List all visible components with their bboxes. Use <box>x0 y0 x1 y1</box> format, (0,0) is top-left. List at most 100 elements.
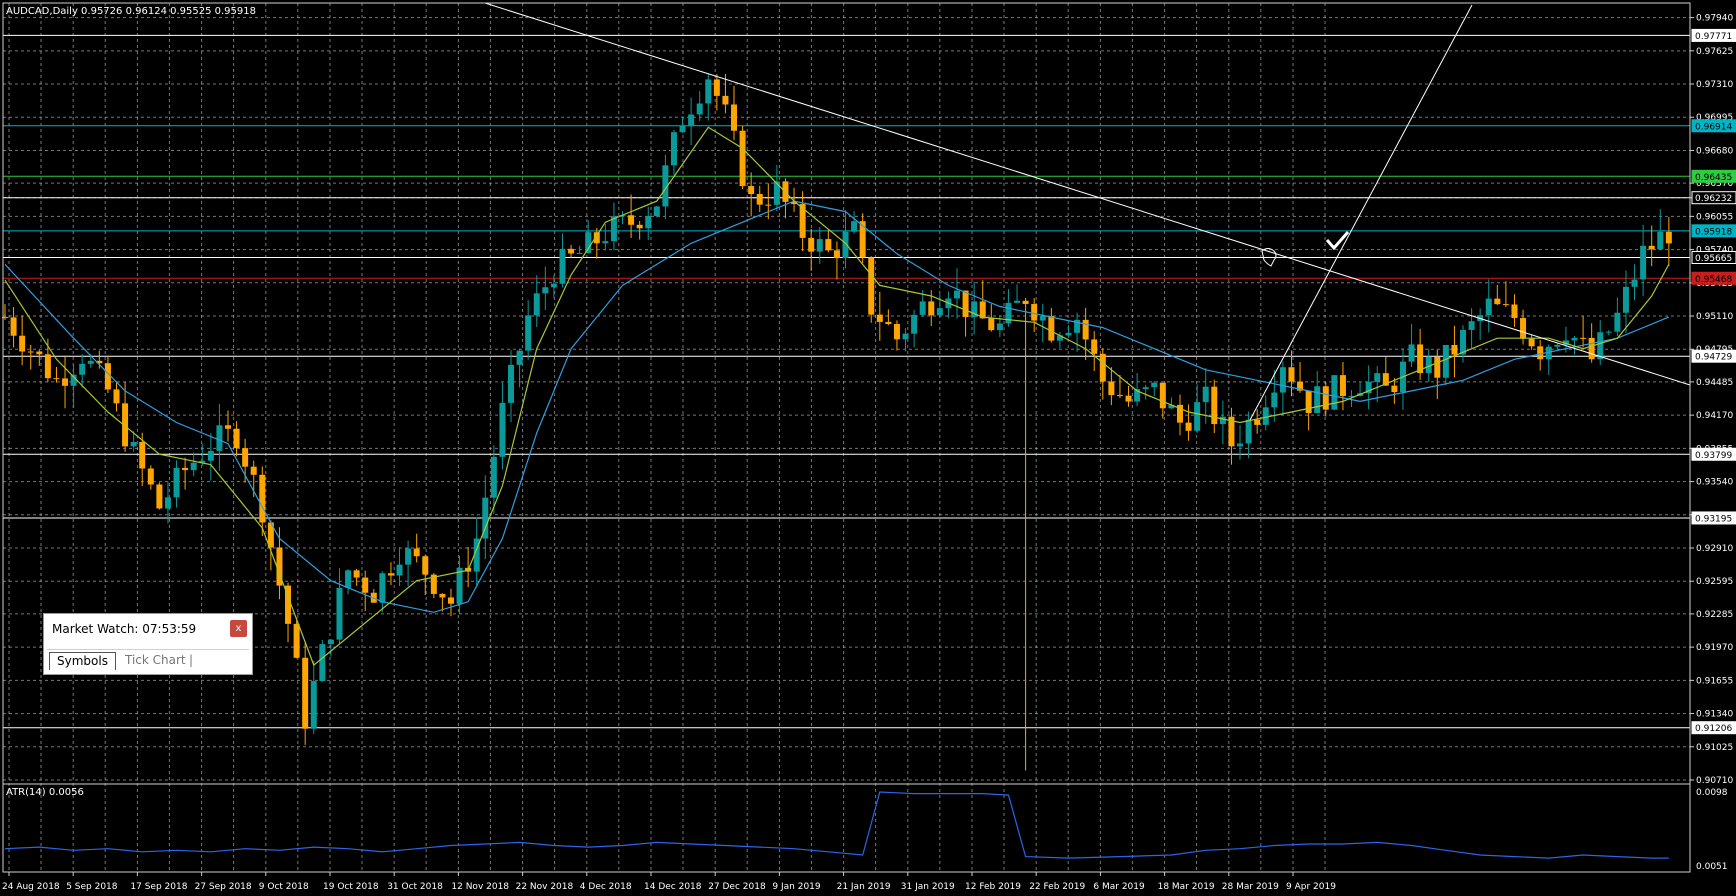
candle-bearish <box>353 570 360 578</box>
candle-bullish <box>1039 316 1046 321</box>
candle-bullish <box>1460 329 1467 355</box>
price-tick-label: 0.95110 <box>1696 312 1733 322</box>
candle-bearish <box>44 354 51 379</box>
candle-bearish <box>267 522 274 548</box>
candle-bullish <box>1142 387 1149 390</box>
level-label-box <box>1691 191 1736 205</box>
candle-bullish <box>1056 335 1063 341</box>
price-tick-label: 0.91655 <box>1696 676 1733 686</box>
candle-bearish <box>1528 338 1535 347</box>
candle-bearish <box>893 324 900 340</box>
horizontal-levels[interactable] <box>3 34 1690 729</box>
atr-line <box>4 791 1669 859</box>
market-watch-window[interactable]: Market Watch: 07:53:59 x Symbols Tick Ch… <box>43 613 253 675</box>
moving-averages <box>4 126 1670 667</box>
candle-bullish <box>1365 381 1372 394</box>
candle-bearish <box>1116 395 1123 397</box>
slow-moving-average-line <box>4 200 1670 613</box>
candle-bullish <box>1554 344 1561 347</box>
candle-bearish <box>113 389 120 404</box>
descending-trendline[interactable] <box>484 2 1691 386</box>
candle-bullish <box>1279 367 1286 393</box>
candle-bearish <box>1339 375 1346 397</box>
tab-symbols[interactable]: Symbols <box>49 652 116 670</box>
candle-bullish <box>70 374 77 386</box>
candle-bearish <box>731 104 738 131</box>
candle-bearish <box>1211 386 1218 425</box>
candle-bearish <box>1520 318 1527 339</box>
price-tick-label: 0.91970 <box>1696 643 1733 653</box>
candle-bullish <box>1622 286 1629 313</box>
candle-bullish <box>79 363 86 375</box>
candle-bearish <box>53 378 60 380</box>
candle-bearish <box>1648 245 1655 250</box>
atr-label: ATR(14) 0.0056 <box>6 787 84 798</box>
level-label-box <box>1691 721 1736 735</box>
candle-bearish <box>1185 422 1192 431</box>
candle-bearish <box>1322 386 1329 410</box>
candle-bearish <box>1048 316 1055 341</box>
date-tick-label: 5 Sep 2018 <box>66 882 118 892</box>
candle-bullish <box>482 497 489 539</box>
candle-bullish <box>1425 356 1432 374</box>
candle-bearish <box>139 442 146 469</box>
candle-bullish <box>585 232 592 253</box>
candle-bearish <box>979 301 986 319</box>
candle-bearish <box>859 221 866 258</box>
candle-bearish <box>1228 416 1235 447</box>
price-tick-label: 0.96995 <box>1696 113 1733 123</box>
candle-bullish <box>1640 245 1647 280</box>
atr-indicator-panel: 0.0098 0.0051 <box>3 783 1728 873</box>
candle-bullish <box>1194 402 1201 431</box>
fast-moving-average-line <box>4 126 1670 667</box>
candle-bearish <box>1502 304 1509 306</box>
candle-bearish <box>387 573 394 576</box>
candle-bullish <box>971 301 978 318</box>
date-tick-label: 22 Nov 2018 <box>516 882 574 892</box>
date-tick-label: 9 Oct 2018 <box>259 882 309 892</box>
ascending-trendline[interactable] <box>1249 4 1473 421</box>
candle-bearish <box>293 623 300 658</box>
candle-bullish <box>207 450 214 461</box>
close-icon[interactable]: x <box>230 620 247 637</box>
candle-bullish <box>327 639 334 645</box>
tab-tick-chart[interactable]: Tick Chart <box>125 653 186 667</box>
chart-symbol-info: AUDCAD,Daily 0.95726 0.96124 0.95525 0.9… <box>6 6 256 17</box>
candle-bearish <box>10 317 17 336</box>
candle-bullish <box>490 456 497 498</box>
candle-bearish <box>1382 373 1389 386</box>
candle-bullish <box>345 570 352 588</box>
market-watch-tabs: Symbols Tick Chart | <box>47 649 249 672</box>
candle-bearish <box>422 556 429 575</box>
candle-bearish <box>1537 346 1544 360</box>
candle-bullish <box>610 216 617 242</box>
candle-bullish <box>559 248 566 284</box>
candle-bearish <box>1031 304 1038 321</box>
trendlines[interactable] <box>484 2 1691 421</box>
level-label-text: 0.91206 <box>1695 724 1732 734</box>
level-label-text: 0.96435 <box>1695 173 1732 183</box>
price-tick-label: 0.96370 <box>1696 179 1733 189</box>
candle-bearish <box>833 250 840 259</box>
candle-bearish <box>1297 381 1304 391</box>
candle-bearish <box>224 425 231 429</box>
date-tick-label: 4 Dec 2018 <box>580 882 632 892</box>
candle-bearish <box>868 257 875 315</box>
level-label-box <box>1691 349 1736 363</box>
candle-bullish <box>679 125 686 133</box>
candle-bullish <box>902 333 909 340</box>
candle-bullish <box>919 301 926 315</box>
candle-bearish <box>36 351 43 355</box>
candle-bullish <box>1657 231 1664 250</box>
candlesticks <box>2 73 1672 771</box>
candle-bullish <box>645 216 652 229</box>
candle-bullish <box>816 239 823 252</box>
date-axis: 24 Aug 2018 5 Sep 2018 17 Sep 2018 27 Sep 2… <box>2 872 1336 892</box>
candle-bearish <box>1305 390 1312 414</box>
candle-bearish <box>1125 395 1132 402</box>
candle-bearish <box>122 403 129 447</box>
candle-bullish <box>405 548 412 565</box>
candle-bearish <box>636 224 643 229</box>
candle-bearish <box>1108 381 1115 396</box>
